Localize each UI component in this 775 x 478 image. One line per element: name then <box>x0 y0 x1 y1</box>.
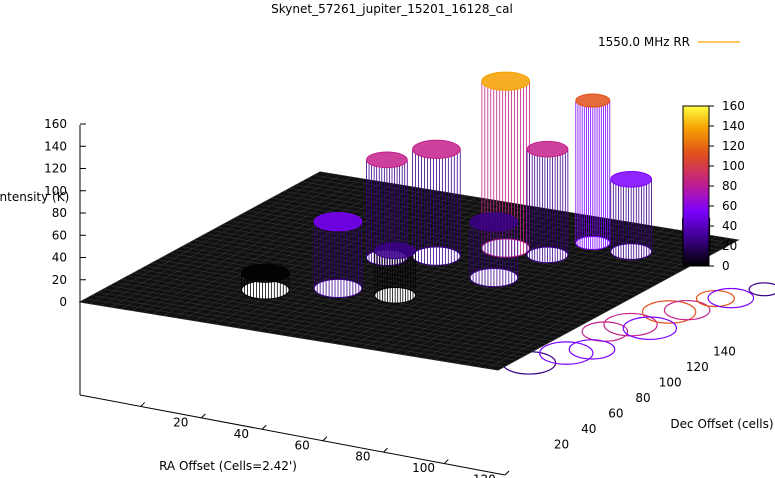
peak-top <box>241 263 290 283</box>
mesh-line <box>205 233 625 302</box>
axes: 0 20 40 60 80 100 120 140 160 20 40 60 80 100 120 140 20… <box>44 117 736 478</box>
z-tick-label: 120 <box>44 162 67 176</box>
peak-top <box>412 139 461 159</box>
x-tick-label: 100 <box>412 461 435 475</box>
colorbar-scale <box>682 105 710 267</box>
y-axis-label: Dec Offset (cells) <box>670 417 773 431</box>
mesh-line <box>211 230 631 299</box>
colorbar-tick-label: 120 <box>722 139 745 153</box>
chart-title: Skynet_57261_jupiter_15201_16128_cal <box>271 2 513 16</box>
peak <box>610 179 652 260</box>
x-tick-label: 20 <box>173 415 188 429</box>
colorbar-tick-label: 140 <box>722 119 745 133</box>
peak <box>374 250 416 304</box>
peak <box>241 273 290 299</box>
y-tick-label: 100 <box>659 376 682 390</box>
peak <box>313 221 363 298</box>
peak <box>469 221 519 287</box>
x-tick-mark <box>443 459 449 464</box>
peak-top <box>526 140 569 158</box>
floor-contours <box>501 282 775 375</box>
x-tick-mark <box>201 413 206 419</box>
z-tick-label: 20 <box>52 273 67 287</box>
contour-ring <box>707 287 755 309</box>
contour-ring <box>663 299 711 321</box>
y-tick-label: 80 <box>635 391 650 405</box>
colorbar-tick-label: 0 <box>722 259 730 273</box>
x-tick-mark <box>383 447 388 453</box>
z-tick-label: 80 <box>52 206 67 220</box>
z-tick-label: 60 <box>52 228 67 242</box>
z-axis-label: Intensity (K) <box>0 190 69 204</box>
colorbar-tick-label: 100 <box>722 159 745 173</box>
mesh-line <box>313 175 733 244</box>
peak <box>412 149 461 266</box>
z-tick-label: 40 <box>52 251 67 265</box>
z-tick-label: 100 <box>44 184 67 198</box>
peak-top <box>481 71 530 91</box>
mesh-line <box>341 214 582 345</box>
y-tick-label: 20 <box>554 437 569 451</box>
legend-label: 1550.0 MHz RR <box>598 35 690 49</box>
y-tick-label: 40 <box>581 422 596 436</box>
contour-ring <box>568 339 616 360</box>
peak-top <box>313 212 363 232</box>
mesh-line <box>466 234 707 366</box>
colorbar-tick-label: 40 <box>722 219 737 233</box>
colorbar: 0 20 40 60 80 100 120 140 160 <box>682 99 745 273</box>
peak-top <box>374 242 417 260</box>
x-tick-mark <box>504 470 510 476</box>
y-tick-label: 60 <box>608 406 623 420</box>
mesh-line <box>307 178 727 247</box>
colorbar-tick-label: 60 <box>722 199 737 213</box>
x-axis-label: RA Offset (Cells=2.42') <box>159 459 297 473</box>
contour-ring <box>695 289 736 308</box>
x-tick-label: 60 <box>295 438 310 452</box>
surface-mesh <box>78 171 740 371</box>
peak-top <box>365 151 408 169</box>
contour-ring <box>748 282 775 297</box>
legend: 1550.0 MHz RR <box>598 35 740 49</box>
colorbar-tick-label: 20 <box>722 239 737 253</box>
mesh-line <box>309 209 551 340</box>
x-tick-mark <box>322 436 328 442</box>
x-tick-label: 40 <box>234 427 249 441</box>
x-tick-mark <box>140 402 146 407</box>
x-axis-line <box>79 394 506 476</box>
peak-top <box>575 93 611 108</box>
z-tick-label: 160 <box>44 117 67 131</box>
z-tick-label: 140 <box>44 139 67 153</box>
peak-top <box>469 212 519 232</box>
mesh-line <box>456 232 697 364</box>
surface-peaks <box>241 71 711 304</box>
colorbar-tick-label: 160 <box>722 99 745 113</box>
contour-ring <box>641 300 697 324</box>
x-tick-label: 120 <box>473 473 496 478</box>
peak <box>526 149 569 263</box>
mesh-line <box>199 236 619 306</box>
contour-ring <box>539 341 594 365</box>
y-tick-label: 140 <box>713 345 736 359</box>
z-tick-label: 0 <box>59 295 67 309</box>
y-tick-label: 120 <box>686 360 709 374</box>
contour-ring <box>622 316 678 341</box>
x-tick-mark <box>261 424 267 430</box>
contour-ring <box>581 321 629 342</box>
peak <box>575 100 611 250</box>
mesh-line <box>476 236 718 367</box>
x-tick-label: 80 <box>355 450 370 464</box>
mesh-line <box>330 212 571 344</box>
peak-top <box>610 170 653 188</box>
colorbar-tick-label: 80 <box>722 179 737 193</box>
